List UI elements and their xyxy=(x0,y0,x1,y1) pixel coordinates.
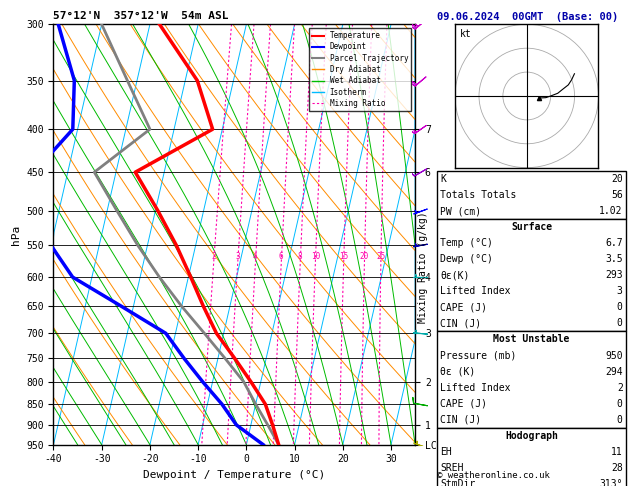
Text: Mixing Ratio (g/kg): Mixing Ratio (g/kg) xyxy=(418,211,428,323)
Text: 10: 10 xyxy=(311,252,320,261)
Text: Hodograph: Hodograph xyxy=(505,431,558,441)
Text: 2: 2 xyxy=(211,252,216,261)
Text: Totals Totals: Totals Totals xyxy=(440,190,516,200)
Text: 294: 294 xyxy=(605,366,623,377)
Text: 293: 293 xyxy=(605,270,623,280)
Text: 4: 4 xyxy=(253,252,258,261)
Text: 20: 20 xyxy=(360,252,369,261)
Text: SREH: SREH xyxy=(440,463,464,473)
Text: K: K xyxy=(440,174,446,184)
Text: CAPE (J): CAPE (J) xyxy=(440,302,487,312)
Text: Most Unstable: Most Unstable xyxy=(493,334,570,345)
Text: Dewp (°C): Dewp (°C) xyxy=(440,254,493,264)
Text: 6: 6 xyxy=(279,252,284,261)
Text: CIN (J): CIN (J) xyxy=(440,318,481,329)
Text: Pressure (mb): Pressure (mb) xyxy=(440,350,516,361)
Text: 3: 3 xyxy=(617,286,623,296)
Text: kt: kt xyxy=(459,29,471,38)
Text: Lifted Index: Lifted Index xyxy=(440,382,511,393)
Y-axis label: km
ASL: km ASL xyxy=(445,213,462,235)
Text: 0: 0 xyxy=(617,318,623,329)
Text: θε (K): θε (K) xyxy=(440,366,476,377)
Text: Lifted Index: Lifted Index xyxy=(440,286,511,296)
Text: PW (cm): PW (cm) xyxy=(440,206,481,216)
Text: Surface: Surface xyxy=(511,222,552,232)
Text: 15: 15 xyxy=(339,252,348,261)
Text: StmDir: StmDir xyxy=(440,479,476,486)
X-axis label: Dewpoint / Temperature (°C): Dewpoint / Temperature (°C) xyxy=(143,470,325,480)
Legend: Temperature, Dewpoint, Parcel Trajectory, Dry Adiabat, Wet Adiabat, Isotherm, Mi: Temperature, Dewpoint, Parcel Trajectory… xyxy=(309,28,411,111)
Text: 11: 11 xyxy=(611,447,623,457)
Text: 3.5: 3.5 xyxy=(605,254,623,264)
Text: 20: 20 xyxy=(611,174,623,184)
Text: 313°: 313° xyxy=(599,479,623,486)
Text: 0: 0 xyxy=(617,399,623,409)
Text: 1.02: 1.02 xyxy=(599,206,623,216)
Text: 6.7: 6.7 xyxy=(605,238,623,248)
Text: 57°12'N  357°12'W  54m ASL: 57°12'N 357°12'W 54m ASL xyxy=(53,11,229,21)
Text: EH: EH xyxy=(440,447,452,457)
Text: CIN (J): CIN (J) xyxy=(440,415,481,425)
Text: 56: 56 xyxy=(611,190,623,200)
Text: 0: 0 xyxy=(617,415,623,425)
Text: 950: 950 xyxy=(605,350,623,361)
Text: Temp (°C): Temp (°C) xyxy=(440,238,493,248)
Text: 28: 28 xyxy=(611,463,623,473)
Text: 09.06.2024  00GMT  (Base: 00): 09.06.2024 00GMT (Base: 00) xyxy=(437,12,618,22)
Text: © weatheronline.co.uk: © weatheronline.co.uk xyxy=(437,471,550,480)
Text: CAPE (J): CAPE (J) xyxy=(440,399,487,409)
Y-axis label: hPa: hPa xyxy=(11,225,21,244)
Text: 0: 0 xyxy=(617,302,623,312)
Text: 2: 2 xyxy=(617,382,623,393)
Text: 25: 25 xyxy=(376,252,386,261)
Text: 8: 8 xyxy=(298,252,303,261)
Text: θε(K): θε(K) xyxy=(440,270,470,280)
Text: 3: 3 xyxy=(235,252,240,261)
